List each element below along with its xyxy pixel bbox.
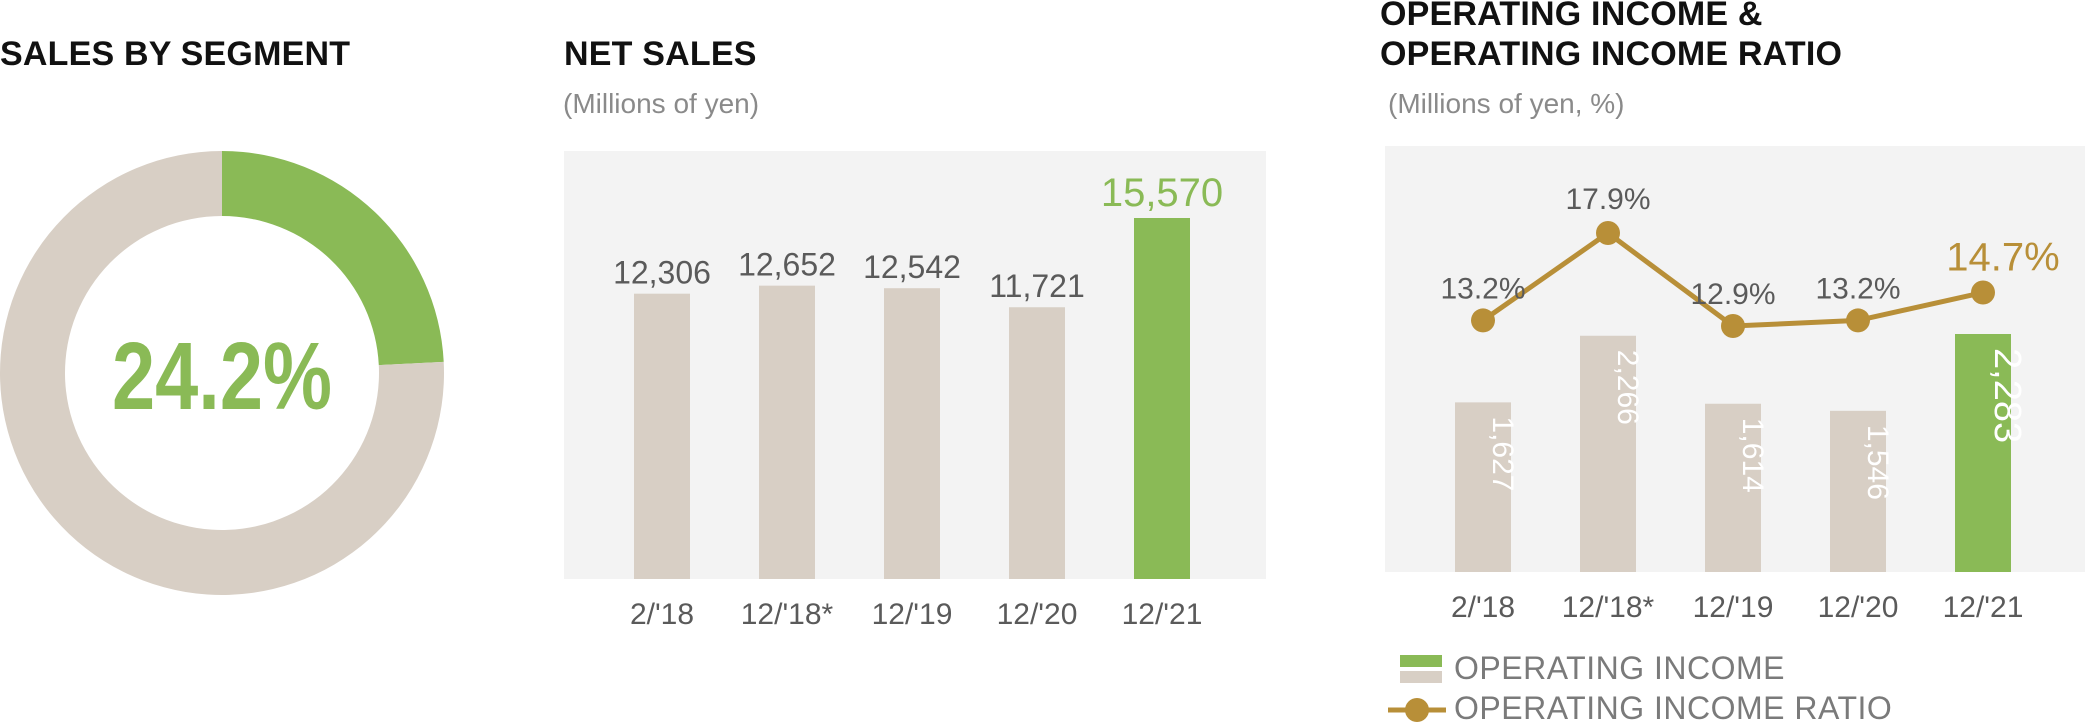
net-sales-category-label: 2/'18	[630, 598, 694, 631]
ratio-point	[1846, 308, 1870, 333]
operating-income-value-label: 1,614	[1736, 418, 1769, 493]
operating-income-bar	[1705, 403, 1761, 572]
legend-income-label: OPERATING INCOME	[1454, 650, 1785, 686]
net-sales-value-label: 12,542	[863, 249, 961, 285]
operating-unit: (Millions of yen, %)	[1388, 88, 1625, 119]
legend-income-swatch-beige	[1400, 671, 1442, 683]
net-sales-value-label: 11,721	[989, 268, 1085, 304]
operating-income-bar	[1955, 334, 2011, 572]
operating-income-value-label: 2,266	[1611, 350, 1644, 425]
ratio-value-label: 12.9%	[1690, 278, 1775, 311]
sales-by-segment-panel: SALES BY SEGMENT 24.2%	[0, 0, 500, 724]
operating-category-label: 12/'18*	[1562, 591, 1655, 624]
operating-income-panel: OPERATING INCOME & OPERATING INCOME RATI…	[1380, 0, 2085, 726]
operating-title-line2: OPERATING INCOME RATIO	[1380, 35, 1843, 73]
operating-income-bar	[1455, 402, 1511, 572]
operating-category-label: 12/'21	[1943, 591, 2024, 624]
operating-income-chart: 1,627 2/'18 2,266 12/'18* 1,614 12/'19 1,546 12…	[1385, 146, 2085, 722]
net-sales-category-label: 12/'18*	[741, 598, 834, 631]
net-sales-title: NET SALES	[564, 35, 757, 73]
net-sales-panel: NET SALES (Millions of yen) 12,306 2/'18 1…	[555, 0, 1275, 724]
net-sales-value-label: 12,652	[738, 247, 836, 283]
net-sales-bar-chart: 12,306 2/'18 12,652 12/'18* 12,542 12/'19 11,7…	[564, 151, 1266, 631]
segment-title: SALES BY SEGMENT	[0, 35, 351, 73]
ratio-value-label: 14.7%	[1946, 236, 2059, 280]
net-sales-bar	[634, 293, 690, 579]
ratio-value-label: 13.2%	[1815, 272, 1900, 305]
operating-category-label: 12/'20	[1818, 591, 1899, 624]
legend-income-swatch-green	[1400, 655, 1442, 667]
ratio-value-label: 13.2%	[1440, 272, 1525, 305]
ratio-point	[1471, 308, 1495, 333]
donut-slice-0	[222, 151, 444, 366]
operating-title-line1: OPERATING INCOME &	[1380, 0, 1763, 33]
donut-center-label: 24.2%	[112, 323, 332, 430]
ratio-point	[1971, 280, 1995, 305]
operating-income-value-label: 2,283	[1986, 348, 2028, 443]
net-sales-value-label: 12,306	[613, 255, 711, 291]
operating-category-label: 2/'18	[1451, 591, 1515, 624]
net-sales-bar	[884, 288, 940, 579]
net-sales-value-label: 15,570	[1101, 171, 1223, 215]
ratio-point	[1721, 314, 1745, 338]
operating-income-value-label: 1,627	[1486, 416, 1519, 491]
ratio-point	[1596, 221, 1620, 245]
net-sales-category-label: 12/'20	[997, 598, 1078, 631]
operating-income-bar	[1830, 410, 1886, 572]
net-sales-bar	[759, 285, 815, 579]
legend-ratio-marker	[1405, 698, 1429, 722]
ratio-value-label: 17.9%	[1565, 183, 1650, 216]
net-sales-bar	[1134, 218, 1190, 579]
legend-ratio-label: OPERATING INCOME RATIO	[1454, 690, 1893, 726]
operating-category-label: 12/'19	[1693, 591, 1774, 624]
net-sales-bar	[1009, 307, 1065, 579]
operating-income-bar	[1580, 335, 1636, 572]
net-sales-unit: (Millions of yen)	[563, 88, 760, 119]
operating-income-value-label: 1,546	[1861, 425, 1894, 500]
net-sales-category-label: 12/'19	[872, 598, 953, 631]
segment-donut-chart: 24.2%	[0, 151, 445, 595]
net-sales-category-label: 12/'21	[1122, 598, 1203, 631]
